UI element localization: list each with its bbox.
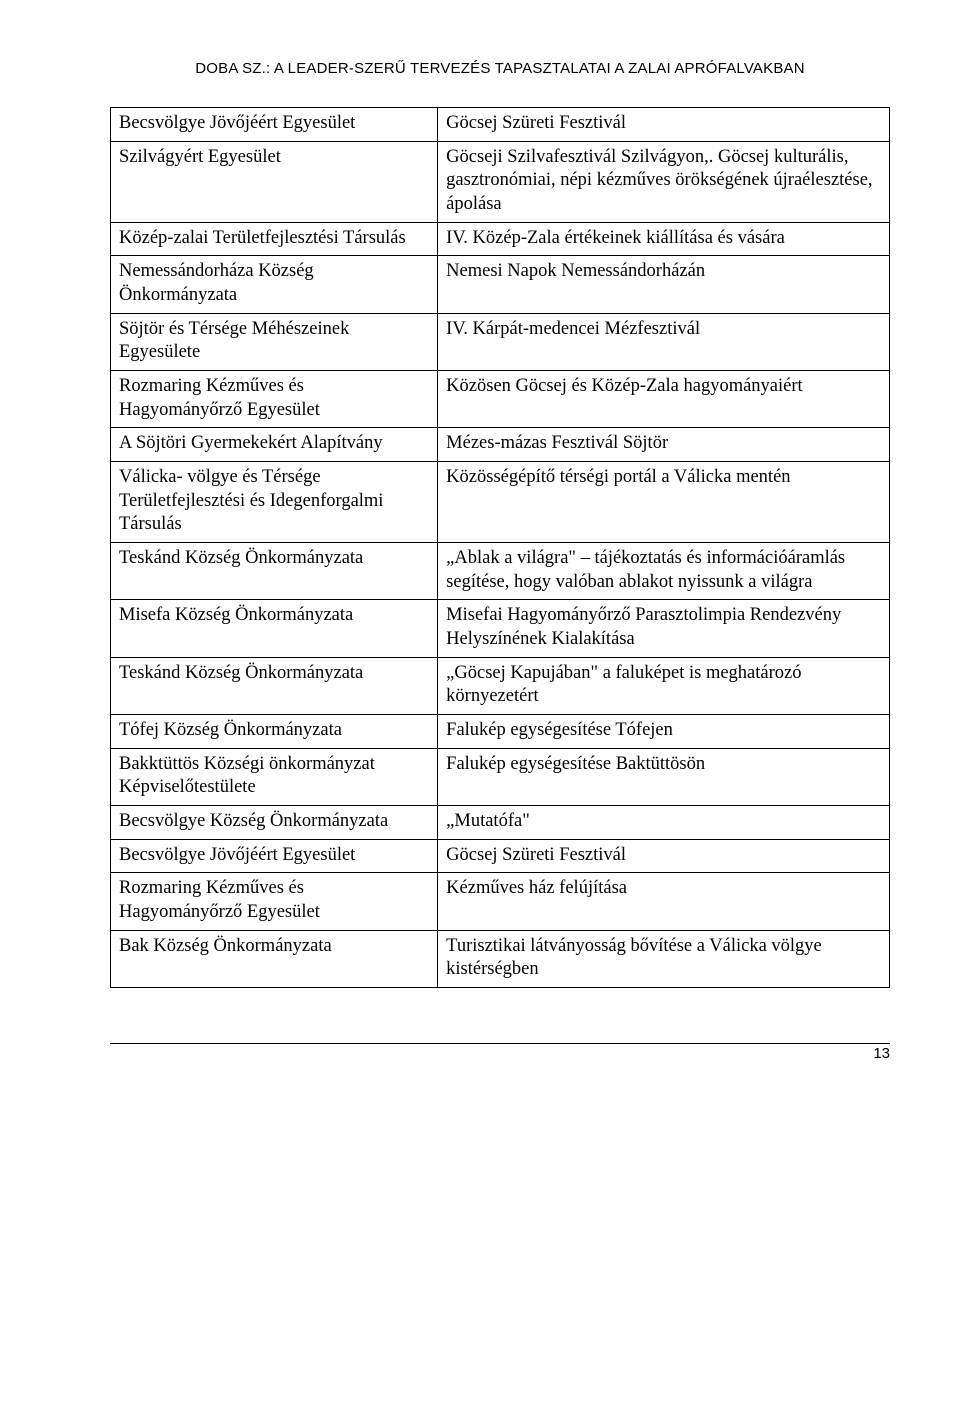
table-cell-right: Göcsej Szüreti Fesztivál xyxy=(438,108,890,142)
page-header: DOBA SZ.: A LEADER-SZERŰ TERVEZÉS TAPASZ… xyxy=(110,60,890,77)
table-row: Rozmaring Kézműves és Hagyományőrző Egye… xyxy=(111,873,890,930)
table-cell-left: Nemessándorháza Község Önkormányzata xyxy=(111,256,438,313)
table-cell-left: Közép-zalai Területfejlesztési Társulás xyxy=(111,222,438,256)
table-row: Szilvágyért EgyesületGöcseji Szilvafeszt… xyxy=(111,141,890,222)
table-cell-left: Misefa Község Önkormányzata xyxy=(111,600,438,657)
table-cell-left: Becsvölgye Jövőjéért Egyesület xyxy=(111,108,438,142)
table-cell-left: Rozmaring Kézműves és Hagyományőrző Egye… xyxy=(111,371,438,428)
table-row: Bakktüttös Községi önkormányzat Képvisel… xyxy=(111,748,890,805)
table-cell-right: Falukép egységesítése Baktüttösön xyxy=(438,748,890,805)
table-cell-right: Kézműves ház felújítása xyxy=(438,873,890,930)
table-cell-left: Becsvölgye Jövőjéért Egyesület xyxy=(111,839,438,873)
table-cell-left: Teskánd Község Önkormányzata xyxy=(111,543,438,600)
table-row: Becsvölgye Jövőjéért EgyesületGöcsej Szü… xyxy=(111,108,890,142)
table-row: Becsvölgye Jövőjéért EgyesületGöcsej Szü… xyxy=(111,839,890,873)
table-cell-left: Tófej Község Önkormányzata xyxy=(111,715,438,749)
table-cell-right: IV. Kárpát-medencei Mézfesztivál xyxy=(438,313,890,370)
table-cell-left: Becsvölgye Község Önkormányzata xyxy=(111,806,438,840)
table-cell-left: Szilvágyért Egyesület xyxy=(111,141,438,222)
table-cell-right: „Mutatófa" xyxy=(438,806,890,840)
table-cell-right: Turisztikai látványosság bővítése a Váli… xyxy=(438,930,890,987)
table-cell-left: Rozmaring Kézműves és Hagyományőrző Egye… xyxy=(111,873,438,930)
table-cell-right: IV. Közép-Zala értékeinek kiállítása és … xyxy=(438,222,890,256)
table-cell-left: Válicka- völgye és Térsége Területfejles… xyxy=(111,462,438,543)
table-cell-right: Közösen Göcsej és Közép-Zala hagyományai… xyxy=(438,371,890,428)
table-cell-right: „Ablak a világra" – tájékoztatás és info… xyxy=(438,543,890,600)
table-row: Becsvölgye Község Önkormányzata„Mutatófa… xyxy=(111,806,890,840)
table-row: Válicka- völgye és Térsége Területfejles… xyxy=(111,462,890,543)
table-cell-right: Falukép egységesítése Tófejen xyxy=(438,715,890,749)
table-row: Teskánd Község Önkormányzata„Ablak a vil… xyxy=(111,543,890,600)
table-cell-left: Teskánd Község Önkormányzata xyxy=(111,657,438,714)
table-cell-right: Misefai Hagyományőrző Parasztolimpia Ren… xyxy=(438,600,890,657)
table-row: Közép-zalai Területfejlesztési TársulásI… xyxy=(111,222,890,256)
table-cell-left: Bak Község Önkormányzata xyxy=(111,930,438,987)
table-row: Misefa Község ÖnkormányzataMisefai Hagyo… xyxy=(111,600,890,657)
table-row: Bak Község ÖnkormányzataTurisztikai látv… xyxy=(111,930,890,987)
table-cell-right: Nemesi Napok Nemessándorházán xyxy=(438,256,890,313)
table-cell-right: Mézes-mázas Fesztivál Söjtör xyxy=(438,428,890,462)
table-row: Rozmaring Kézműves és Hagyományőrző Egye… xyxy=(111,371,890,428)
table-cell-right: Közösségépítő térségi portál a Válicka m… xyxy=(438,462,890,543)
table-cell-left: A Söjtöri Gyermekekért Alapítvány xyxy=(111,428,438,462)
table-cell-right: „Göcsej Kapujában" a faluképet is meghat… xyxy=(438,657,890,714)
table-row: Teskánd Község Önkormányzata„Göcsej Kapu… xyxy=(111,657,890,714)
document-table: Becsvölgye Jövőjéért EgyesületGöcsej Szü… xyxy=(110,107,890,988)
table-cell-right: Göcseji Szilvafesztivál Szilvágyon,. Göc… xyxy=(438,141,890,222)
table-row: A Söjtöri Gyermekekért AlapítványMézes-m… xyxy=(111,428,890,462)
table-cell-left: Bakktüttös Községi önkormányzat Képvisel… xyxy=(111,748,438,805)
page-number: 13 xyxy=(110,1043,890,1062)
table-cell-left: Söjtör és Térsége Méhészeinek Egyesülete xyxy=(111,313,438,370)
table-cell-right: Göcsej Szüreti Fesztivál xyxy=(438,839,890,873)
table-row: Söjtör és Térsége Méhészeinek Egyesülete… xyxy=(111,313,890,370)
table-row: Tófej Község ÖnkormányzataFalukép egység… xyxy=(111,715,890,749)
table-row: Nemessándorháza Község ÖnkormányzataNeme… xyxy=(111,256,890,313)
